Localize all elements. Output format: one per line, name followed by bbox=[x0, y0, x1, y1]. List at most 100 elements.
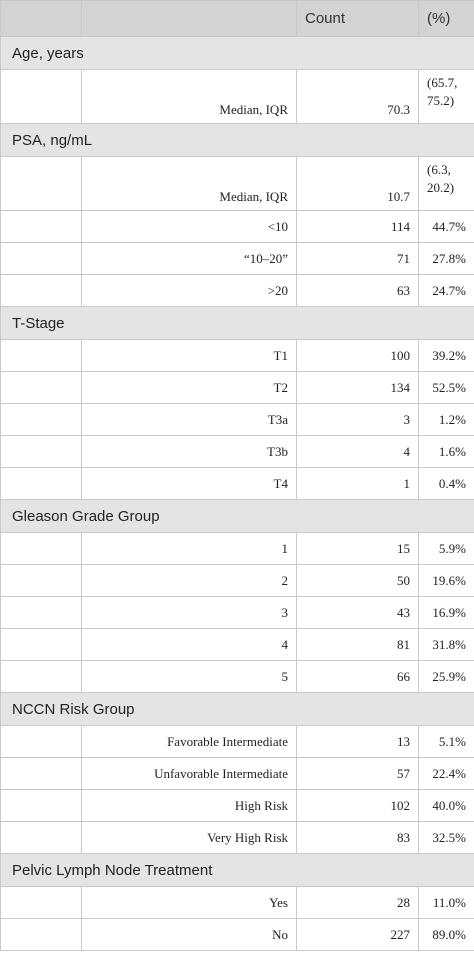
row-label: 3 bbox=[81, 596, 297, 629]
percent-cell: 32.5% bbox=[418, 821, 474, 854]
row-label: “10–20” bbox=[81, 242, 297, 275]
blank-cell bbox=[0, 339, 82, 372]
table-row: T4 1 0.4% bbox=[0, 467, 474, 500]
row-label: Median, IQR bbox=[81, 156, 297, 211]
section-header-row: Pelvic Lymph Node Treatment bbox=[0, 853, 474, 887]
table-row: High Risk 102 40.0% bbox=[0, 789, 474, 822]
table-row: 3 43 16.9% bbox=[0, 596, 474, 629]
blank-cell bbox=[0, 69, 82, 124]
table-row: >20 63 24.7% bbox=[0, 274, 474, 307]
blank-cell bbox=[0, 403, 82, 436]
blank-cell bbox=[0, 242, 82, 275]
blank-cell bbox=[0, 596, 82, 629]
count-cell: 3 bbox=[296, 403, 419, 436]
percent-cell: 19.6% bbox=[418, 564, 474, 597]
table-row: No 227 89.0% bbox=[0, 918, 474, 951]
blank-cell bbox=[0, 918, 82, 951]
row-label: T1 bbox=[81, 339, 297, 372]
count-cell: 81 bbox=[296, 628, 419, 661]
section-header-row: Age, years bbox=[0, 36, 474, 70]
row-label: T2 bbox=[81, 371, 297, 404]
row-label: T3b bbox=[81, 435, 297, 468]
section-title: NCCN Risk Group bbox=[0, 692, 474, 726]
blank-cell bbox=[0, 564, 82, 597]
count-cell: 83 bbox=[296, 821, 419, 854]
row-label: Median, IQR bbox=[81, 69, 297, 124]
percent-cell: 22.4% bbox=[418, 757, 474, 790]
table-row: Unfavorable Intermediate 57 22.4% bbox=[0, 757, 474, 790]
percent-cell: 5.9% bbox=[418, 532, 474, 565]
count-cell: 227 bbox=[296, 918, 419, 951]
count-cell: 10.7 bbox=[296, 156, 419, 211]
row-label: High Risk bbox=[81, 789, 297, 822]
blank-cell bbox=[0, 660, 82, 693]
percent-cell: 25.9% bbox=[418, 660, 474, 693]
percent-cell: 39.2% bbox=[418, 339, 474, 372]
blank-cell bbox=[0, 274, 82, 307]
header-row: Count (%) bbox=[0, 0, 474, 37]
table-row: T3a 3 1.2% bbox=[0, 403, 474, 436]
count-cell: 100 bbox=[296, 339, 419, 372]
count-cell: 134 bbox=[296, 371, 419, 404]
section-header-row: Gleason Grade Group bbox=[0, 499, 474, 533]
row-label: Yes bbox=[81, 886, 297, 919]
blank-cell bbox=[0, 886, 82, 919]
blank-cell bbox=[0, 156, 82, 211]
section-title: PSA, ng/mL bbox=[0, 123, 474, 157]
table-row: T2 134 52.5% bbox=[0, 371, 474, 404]
row-label: <10 bbox=[81, 210, 297, 243]
section-header-row: NCCN Risk Group bbox=[0, 692, 474, 726]
count-cell: 50 bbox=[296, 564, 419, 597]
percent-cell: 52.5% bbox=[418, 371, 474, 404]
count-cell: 66 bbox=[296, 660, 419, 693]
count-cell: 102 bbox=[296, 789, 419, 822]
table-row: 4 81 31.8% bbox=[0, 628, 474, 661]
count-cell: 13 bbox=[296, 725, 419, 758]
blank-cell bbox=[0, 532, 82, 565]
percent-cell: (65.7, 75.2) bbox=[418, 69, 474, 124]
row-label: >20 bbox=[81, 274, 297, 307]
percent-cell: (6.3, 20.2) bbox=[418, 156, 474, 211]
count-cell: 57 bbox=[296, 757, 419, 790]
row-label: Favorable Intermediate bbox=[81, 725, 297, 758]
count-cell: 70.3 bbox=[296, 69, 419, 124]
header-blank-2 bbox=[81, 0, 297, 37]
row-label: 4 bbox=[81, 628, 297, 661]
section-title: Pelvic Lymph Node Treatment bbox=[0, 853, 474, 887]
section-title: T-Stage bbox=[0, 306, 474, 340]
blank-cell bbox=[0, 789, 82, 822]
percent-cell: 16.9% bbox=[418, 596, 474, 629]
row-label: No bbox=[81, 918, 297, 951]
section-header-row: PSA, ng/mL bbox=[0, 123, 474, 157]
percent-cell: 31.8% bbox=[418, 628, 474, 661]
row-label: Very High Risk bbox=[81, 821, 297, 854]
section-title: Age, years bbox=[0, 36, 474, 70]
percent-cell: 89.0% bbox=[418, 918, 474, 951]
count-cell: 71 bbox=[296, 242, 419, 275]
row-label: 1 bbox=[81, 532, 297, 565]
percent-cell: 44.7% bbox=[418, 210, 474, 243]
blank-cell bbox=[0, 435, 82, 468]
count-cell: 1 bbox=[296, 467, 419, 500]
row-label: 2 bbox=[81, 564, 297, 597]
percent-cell: 27.8% bbox=[418, 242, 474, 275]
percent-cell: 11.0% bbox=[418, 886, 474, 919]
table-row: T3b 4 1.6% bbox=[0, 435, 474, 468]
blank-cell bbox=[0, 757, 82, 790]
table-row: “10–20” 71 27.8% bbox=[0, 242, 474, 275]
section-title: Gleason Grade Group bbox=[0, 499, 474, 533]
count-cell: 4 bbox=[296, 435, 419, 468]
table-row: Very High Risk 83 32.5% bbox=[0, 821, 474, 854]
header-percent: (%) bbox=[418, 0, 474, 37]
blank-cell bbox=[0, 210, 82, 243]
table-row: <10 114 44.7% bbox=[0, 210, 474, 243]
header-blank-1 bbox=[0, 0, 82, 37]
percent-cell: 40.0% bbox=[418, 789, 474, 822]
blank-cell bbox=[0, 467, 82, 500]
count-cell: 114 bbox=[296, 210, 419, 243]
count-cell: 28 bbox=[296, 886, 419, 919]
percent-cell: 1.6% bbox=[418, 435, 474, 468]
row-label: Unfavorable Intermediate bbox=[81, 757, 297, 790]
